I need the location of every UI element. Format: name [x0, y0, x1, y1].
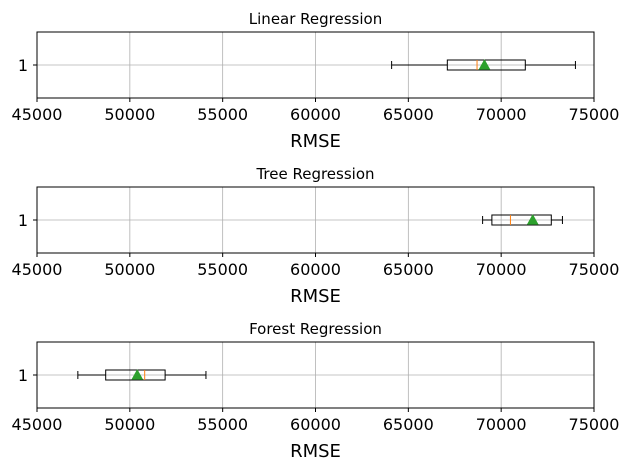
x-axis-label: RMSE — [290, 441, 341, 462]
chart-title: Linear Regression — [249, 10, 382, 28]
mean-marker — [131, 368, 144, 380]
iqr-box — [105, 369, 166, 381]
x-axis-label: RMSE — [290, 131, 341, 152]
x-tick-label: 55000 — [197, 105, 248, 124]
x-tick-label: 45000 — [12, 105, 63, 124]
mean-marker — [526, 213, 539, 225]
x-tick-label: 75000 — [569, 415, 620, 434]
x-tick-label: 50000 — [104, 415, 155, 434]
iqr-box — [446, 59, 526, 71]
x-tick-label: 55000 — [197, 260, 248, 279]
x-tick-label: 60000 — [290, 260, 341, 279]
x-tick-label: 75000 — [569, 260, 620, 279]
x-tick-label: 65000 — [383, 260, 434, 279]
x-tick-label: 60000 — [290, 105, 341, 124]
y-tick-label: 1 — [18, 366, 28, 385]
x-tick-label: 65000 — [383, 415, 434, 434]
iqr-box — [491, 214, 552, 226]
mean-marker — [478, 58, 491, 70]
x-tick-label: 50000 — [104, 260, 155, 279]
x-tick-label: 55000 — [197, 415, 248, 434]
chart-title: Forest Regression — [249, 320, 382, 338]
x-tick-label: 45000 — [12, 260, 63, 279]
x-tick-label: 70000 — [476, 415, 527, 434]
y-tick-label: 1 — [18, 56, 28, 75]
chart-panel-2: 45000 50000 55000 60000 65000 70000 75000 1 Tree… — [12, 165, 620, 307]
x-tick-label: 45000 — [12, 415, 63, 434]
x-tick-label: 70000 — [476, 260, 527, 279]
chart-panel-1: 45000 50000 55000 60000 65000 70000 75000 1 Line… — [12, 10, 620, 152]
x-tick-label: 50000 — [104, 105, 155, 124]
y-tick-label: 1 — [18, 211, 28, 230]
x-tick-label: 75000 — [569, 105, 620, 124]
x-tick-label: 70000 — [476, 105, 527, 124]
chart-title: Tree Regression — [255, 165, 374, 183]
x-tick-label: 60000 — [290, 415, 341, 434]
chart-panel-3: 45000 50000 55000 60000 65000 70000 75000 1 Fore… — [12, 320, 620, 462]
x-tick-label: 65000 — [383, 105, 434, 124]
x-axis-label: RMSE — [290, 286, 341, 307]
